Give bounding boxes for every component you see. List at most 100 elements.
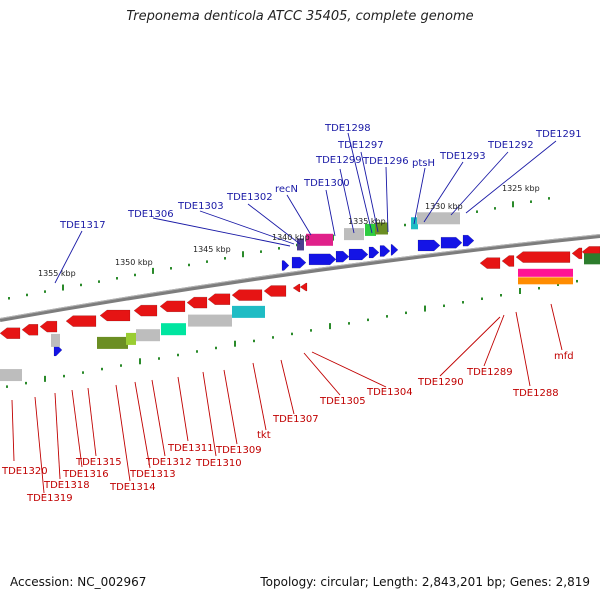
reverse-gene [263,285,287,297]
scale-label: 1345 kbp [193,245,231,254]
reverse-gene [99,309,131,322]
forward-gene [348,248,369,261]
leader-line [303,352,341,396]
scale-labels: 1355 kbp 1350 kbp 1345 kbp 1340 kbp 1335 kbp… [38,184,540,278]
gene-label: TDE1290 [417,377,464,388]
gene-label: TDE1302 [226,192,273,203]
gene-label: TDE1316 [62,469,109,480]
leader-line [223,369,238,445]
leader-line [54,230,83,284]
leader-line [311,351,387,388]
scale-tick [367,318,369,322]
gene-label: TDE1303 [177,201,224,212]
leader-line [385,166,389,233]
scale-tick [278,247,280,250]
gene-label: TDE1304 [366,387,413,398]
leader-line [151,379,166,457]
reverse-gene [501,255,515,267]
scale-tick [272,336,274,339]
forward-gene [417,239,441,252]
leader-line [54,392,61,480]
feature-box [97,336,128,349]
scale-tick [196,350,198,353]
leader-line [360,151,379,233]
scale-label: 1335 kbp [348,217,386,226]
scale-tick [82,371,84,374]
scale-tick [576,279,578,283]
outer-tick-track [8,197,550,300]
scale-tick [443,304,445,308]
reverse-gene [231,289,263,301]
scale-tick [530,200,532,203]
feature-box [344,228,364,241]
scale-tick [26,293,28,297]
scale-tick [134,273,136,277]
feature-box [417,212,460,225]
forward-gene [281,260,290,271]
scale-tick [405,311,407,315]
gene-label: TDE1299 [315,155,362,166]
scale-tick [188,263,190,267]
gene-label: TDE1320 [1,466,48,477]
scale-tick [158,357,160,360]
leader-line [550,303,563,351]
scale-label: 1340 kbp [272,233,310,242]
scale-tick [8,297,10,300]
leader-line [280,359,295,415]
feature-box [518,268,573,277]
feature-box [297,238,304,251]
scale-tick [500,294,502,297]
leader-line [202,371,217,457]
gene-label: TDE1296 [362,156,409,167]
scale-tick [386,315,388,318]
leader-line [11,399,15,462]
feature-box [306,233,333,246]
leader-line [347,132,373,234]
reverse-gene [299,282,308,292]
gene-label: ptsH [412,158,435,169]
gene-label: tkt [257,430,271,441]
gene-label: TDE1313 [129,469,176,480]
reverse-gene [133,304,158,317]
scale-tick [177,353,179,357]
scale-tick [462,301,464,304]
forward-gene [379,245,391,257]
scale-tick [215,346,217,350]
scale-tick [80,283,82,287]
reverse-gene [65,315,97,327]
scale-tick [242,251,244,258]
gene-label: TDE1289 [466,367,513,378]
forward-gene [390,244,399,256]
forward-gene [368,246,380,259]
gene-label: TDE1298 [324,123,371,134]
gene-label: TDE1288 [512,388,559,399]
scale-tick [481,297,483,301]
gene-features [0,212,600,382]
reverse-gene [207,293,231,305]
feature-box [518,277,573,285]
label-leader-lines [11,132,563,494]
gene-label: recN [275,184,298,195]
scale-label: 1355 kbp [38,269,76,278]
scale-tick [63,374,65,378]
forward-gene [335,250,350,263]
gene-label: TDE1318 [43,480,90,491]
feature-box [232,305,265,318]
leader-line [87,387,97,457]
scale-tick [116,277,118,280]
leader-line [325,189,336,237]
leader-line [515,311,531,387]
gene-label: TDE1312 [145,457,192,468]
feature-box [136,329,160,342]
genome-summary-text: Topology: circular; Length: 2,843,201 bp… [260,575,590,589]
map-title: Treponema denticola ATCC 35405, complete… [126,9,474,24]
reverse-gene [479,257,501,269]
scale-tick [253,339,255,343]
scale-tick [44,375,46,382]
reverse-gene [186,296,208,309]
gene-label: TDE1311 [167,443,214,454]
scale-tick [139,358,141,365]
scale-tick [224,257,226,260]
